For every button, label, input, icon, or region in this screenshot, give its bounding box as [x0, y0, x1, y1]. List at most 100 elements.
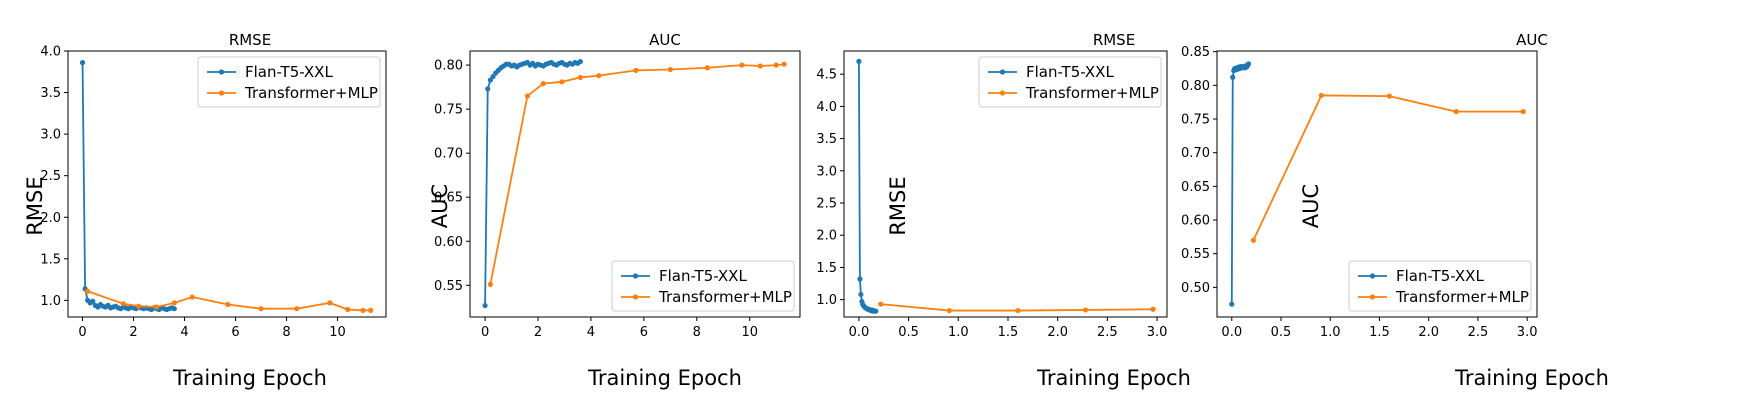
- chart-title: AUC: [1516, 31, 1548, 49]
- data-point: [90, 298, 96, 304]
- x-axis-label: Training Epoch: [587, 366, 742, 390]
- y-tick-label: 4.5: [816, 68, 837, 83]
- x-tick-label: 2.0: [1418, 325, 1439, 340]
- legend-box: [1348, 260, 1532, 312]
- rmse-chart-panel-left: RMSE Training Epoch RMSE 0 2 4 6 8 10 1.0 1.5 2.…: [23, 31, 387, 390]
- plot-area-frame: [67, 50, 387, 318]
- auc-chart-panel-left: AUC Training Epoch AUC 0 2 4 6 8 10 0.55 0.60 0.…: [428, 31, 801, 390]
- y-tick-label: 0.75: [434, 103, 463, 118]
- rmse-chart-panel-right: RMSE Training Epoch RMSE 0.0 0.5 1.0 1.5 2.0…: [816, 31, 1191, 390]
- y-tick-label: 4.0: [816, 100, 837, 115]
- data-point: [258, 306, 264, 312]
- data-point: [596, 73, 602, 79]
- x-tick-label: 3.0: [1517, 325, 1538, 340]
- data-point: [857, 276, 863, 282]
- x-tick-label: 6: [231, 325, 239, 340]
- legend-label: Transformer+MLP: [1025, 84, 1159, 102]
- y-tick-label: 0.85: [1181, 45, 1210, 60]
- series-line: [489, 63, 785, 285]
- legend-swatch-marker: [218, 69, 225, 75]
- data-point: [85, 288, 91, 294]
- x-axis-label: Training Epoch: [1454, 366, 1609, 390]
- y-axis-label: AUC: [428, 184, 452, 228]
- data-point: [327, 300, 333, 306]
- data-point: [739, 62, 745, 68]
- data-point: [225, 301, 231, 308]
- data-point: [878, 301, 884, 307]
- x-tick-label: 2.0: [1047, 325, 1068, 340]
- legend-label: Transformer+MLP: [244, 84, 378, 102]
- y-tick-label: 2.0: [816, 229, 837, 244]
- y-tick-label: 0.65: [1181, 180, 1210, 195]
- y-tick-label: 0.70: [1181, 146, 1210, 161]
- x-tick-label: 1.0: [948, 325, 969, 340]
- series-line: [1252, 94, 1524, 241]
- y-tick-label: 2.5: [40, 169, 61, 184]
- data-point: [294, 306, 300, 312]
- data-point: [487, 77, 493, 83]
- chart-title: RMSE: [1093, 31, 1135, 49]
- data-point: [120, 301, 126, 307]
- data-point: [577, 74, 583, 81]
- legend-swatch-marker: [1369, 294, 1376, 300]
- data-point: [856, 58, 862, 64]
- data-point: [485, 86, 491, 92]
- x-axis-label: Training Epoch: [172, 366, 327, 390]
- series-line: [858, 61, 876, 313]
- data-point: [858, 291, 864, 298]
- x-tick-label: 4: [180, 325, 188, 340]
- x-tick-label: 2: [129, 325, 137, 340]
- x-tick-label: 10: [741, 325, 758, 340]
- legend: Flan-T5-XXL Transformer+MLP: [197, 56, 381, 108]
- data-point: [153, 304, 160, 310]
- data-point: [1453, 109, 1459, 115]
- x-tick-label: 0.0: [849, 325, 870, 340]
- y-tick-label: 2.5: [816, 197, 837, 212]
- data-point: [360, 307, 366, 313]
- legend-swatch-marker: [1369, 273, 1376, 279]
- series-line: [1230, 63, 1250, 305]
- y-tick-label: 0.75: [1181, 113, 1210, 128]
- data-point: [345, 306, 351, 313]
- x-tick-label: 0.0: [1221, 325, 1242, 340]
- chart-title: RMSE: [229, 31, 271, 49]
- legend-swatch-marker: [632, 294, 639, 300]
- data-point: [667, 66, 673, 73]
- data-point: [577, 58, 583, 65]
- x-tick-label: 8: [282, 325, 290, 340]
- y-tick-label: 0.60: [434, 235, 463, 250]
- legend: Flan-T5-XXL Transformer+MLP: [978, 56, 1162, 108]
- data-point: [540, 80, 546, 87]
- data-point: [482, 302, 488, 309]
- data-point: [79, 60, 86, 66]
- data-point: [368, 307, 374, 313]
- legend-label: Flan-T5-XXL: [659, 267, 747, 285]
- data-point: [1318, 92, 1324, 99]
- y-tick-label: 3.5: [816, 132, 837, 147]
- y-tick-label: 2.0: [40, 211, 61, 226]
- data-point: [171, 306, 177, 312]
- y-tick-label: 0.70: [434, 147, 463, 162]
- y-tick-label: 0.80: [1181, 79, 1210, 94]
- legend-swatch-marker: [632, 273, 639, 279]
- legend-box: [197, 56, 381, 108]
- x-tick-label: 10: [329, 325, 346, 340]
- data-point: [1520, 109, 1526, 115]
- x-tick-label: 2.5: [1097, 325, 1118, 340]
- data-point: [524, 93, 531, 99]
- plot-area-frame: [469, 50, 801, 318]
- legend-swatch-marker: [218, 90, 225, 96]
- x-tick-label: 0: [78, 325, 86, 340]
- legend-swatch-marker: [999, 90, 1006, 96]
- data-point: [189, 294, 195, 300]
- legend-label: Transformer+MLP: [1395, 288, 1529, 306]
- y-tick-label: 0.55: [1181, 247, 1210, 262]
- data-point: [873, 308, 879, 314]
- legend-box: [611, 260, 795, 312]
- legend-swatch-marker: [999, 69, 1006, 75]
- data-point: [1150, 306, 1156, 312]
- legend: Flan-T5-XXL Transformer+MLP: [611, 260, 795, 312]
- data-point: [1082, 307, 1089, 313]
- data-point: [633, 67, 639, 73]
